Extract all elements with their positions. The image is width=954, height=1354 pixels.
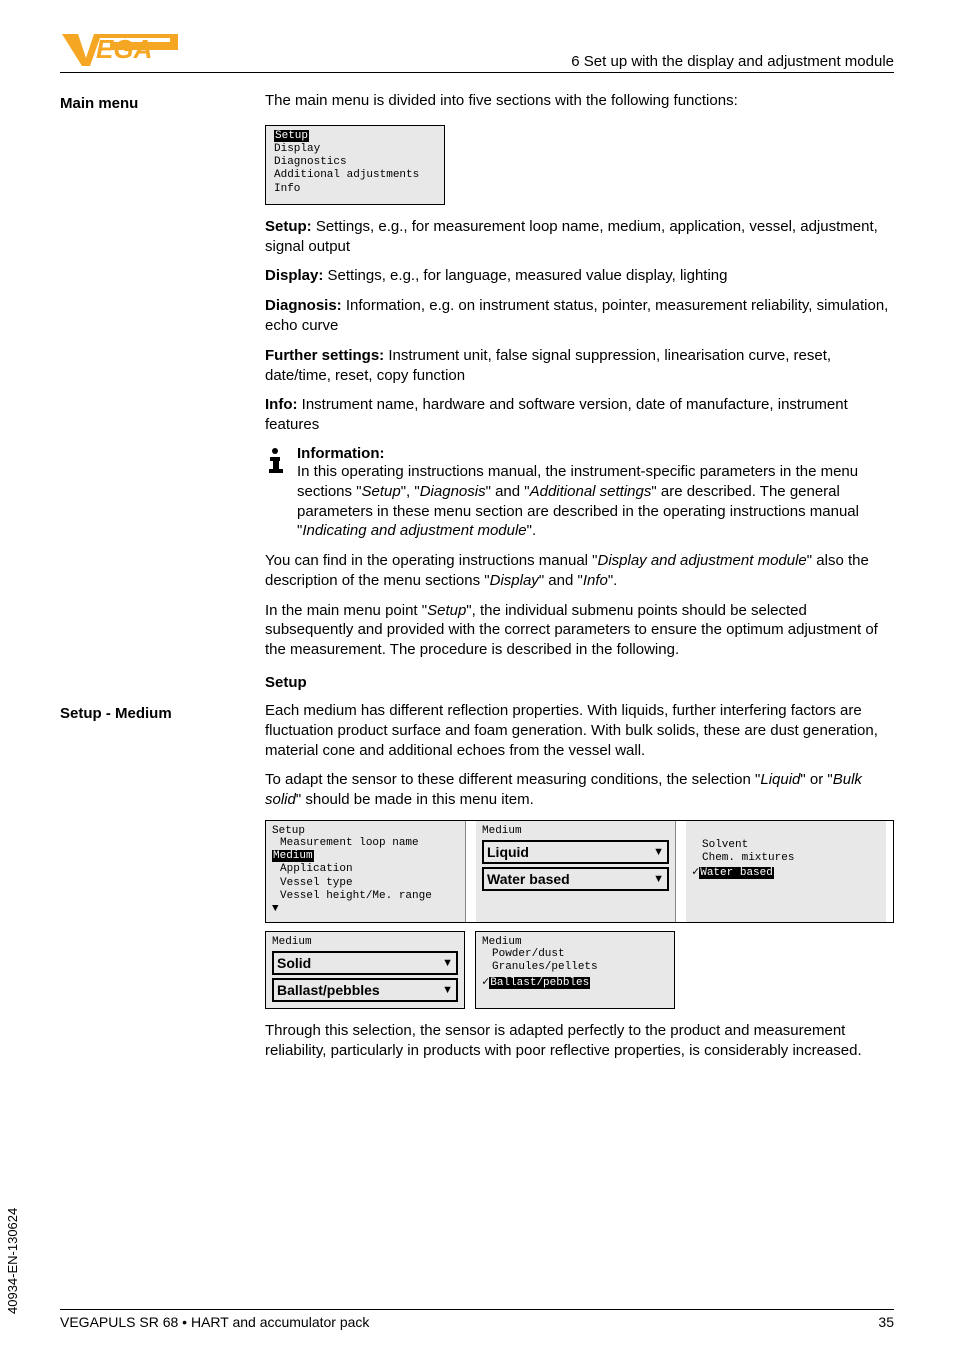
medium-p2: To adapt the sensor to these different m… — [265, 770, 894, 810]
lcd-medium-solid-opts: Medium Powder/dust Granules/pellets ✓Bal… — [475, 931, 675, 1009]
definition-item: Further settings: Instrument unit, false… — [265, 346, 894, 386]
setup-heading: Setup — [265, 674, 894, 691]
svg-text:EGA: EGA — [96, 34, 152, 64]
sidebar-setup-medium: Setup - Medium — [60, 705, 265, 722]
lcd-setup: Setup Measurement loop nameMedium Applic… — [266, 821, 466, 922]
definition-item: Diagnosis: Information, e.g. on instrume… — [265, 296, 894, 336]
water-based-combo[interactable]: Water based▼ — [482, 867, 669, 891]
footer-page: 35 — [878, 1314, 894, 1330]
medium-intro: Each medium has different reflection pro… — [265, 701, 894, 760]
lcd-medium-options: Solvent Chem. mixtures ✓Water based — [686, 821, 886, 922]
closing-text: Through this selection, the sensor is ad… — [265, 1021, 894, 1061]
lcd-medium-solid: Medium Solid▼ Ballast/pebbles▼ — [265, 931, 465, 1009]
section-title: 6 Set up with the display and adjustment… — [571, 53, 894, 70]
solid-combo[interactable]: Solid▼ — [272, 951, 458, 975]
info-p3: In the main menu point "Setup", the indi… — [265, 601, 894, 660]
lcd-medium-liquid: Medium Liquid▼ Water based▼ — [476, 821, 676, 922]
ballast-combo[interactable]: Ballast/pebbles▼ — [272, 978, 458, 1002]
sidebar-main-menu: Main menu — [60, 95, 265, 112]
footer-left: VEGAPULS SR 68 • HART and accumulator pa… — [60, 1314, 369, 1330]
vega-logo: EGA — [60, 28, 180, 70]
definition-item: Display: Settings, e.g., for language, m… — [265, 266, 894, 286]
page-header: EGA 6 Set up with the display and adjust… — [60, 28, 894, 73]
info-icon — [265, 445, 287, 478]
info-heading: Information: — [297, 445, 894, 462]
info-p1: In this operating instructions manual, t… — [297, 462, 894, 541]
definition-item: Setup: Settings, e.g., for measurement l… — [265, 217, 894, 257]
lcd-main-menu: SetupDisplayDiagnosticsAdditional adjust… — [265, 125, 445, 205]
intro-text: The main menu is divided into five secti… — [265, 91, 894, 111]
liquid-combo[interactable]: Liquid▼ — [482, 840, 669, 864]
info-p2: You can find in the operating instructio… — [265, 551, 894, 591]
doc-number: 40934-EN-130624 — [5, 1208, 20, 1314]
page-footer: VEGAPULS SR 68 • HART and accumulator pa… — [60, 1309, 894, 1330]
definition-item: Info: Instrument name, hardware and soft… — [265, 395, 894, 435]
